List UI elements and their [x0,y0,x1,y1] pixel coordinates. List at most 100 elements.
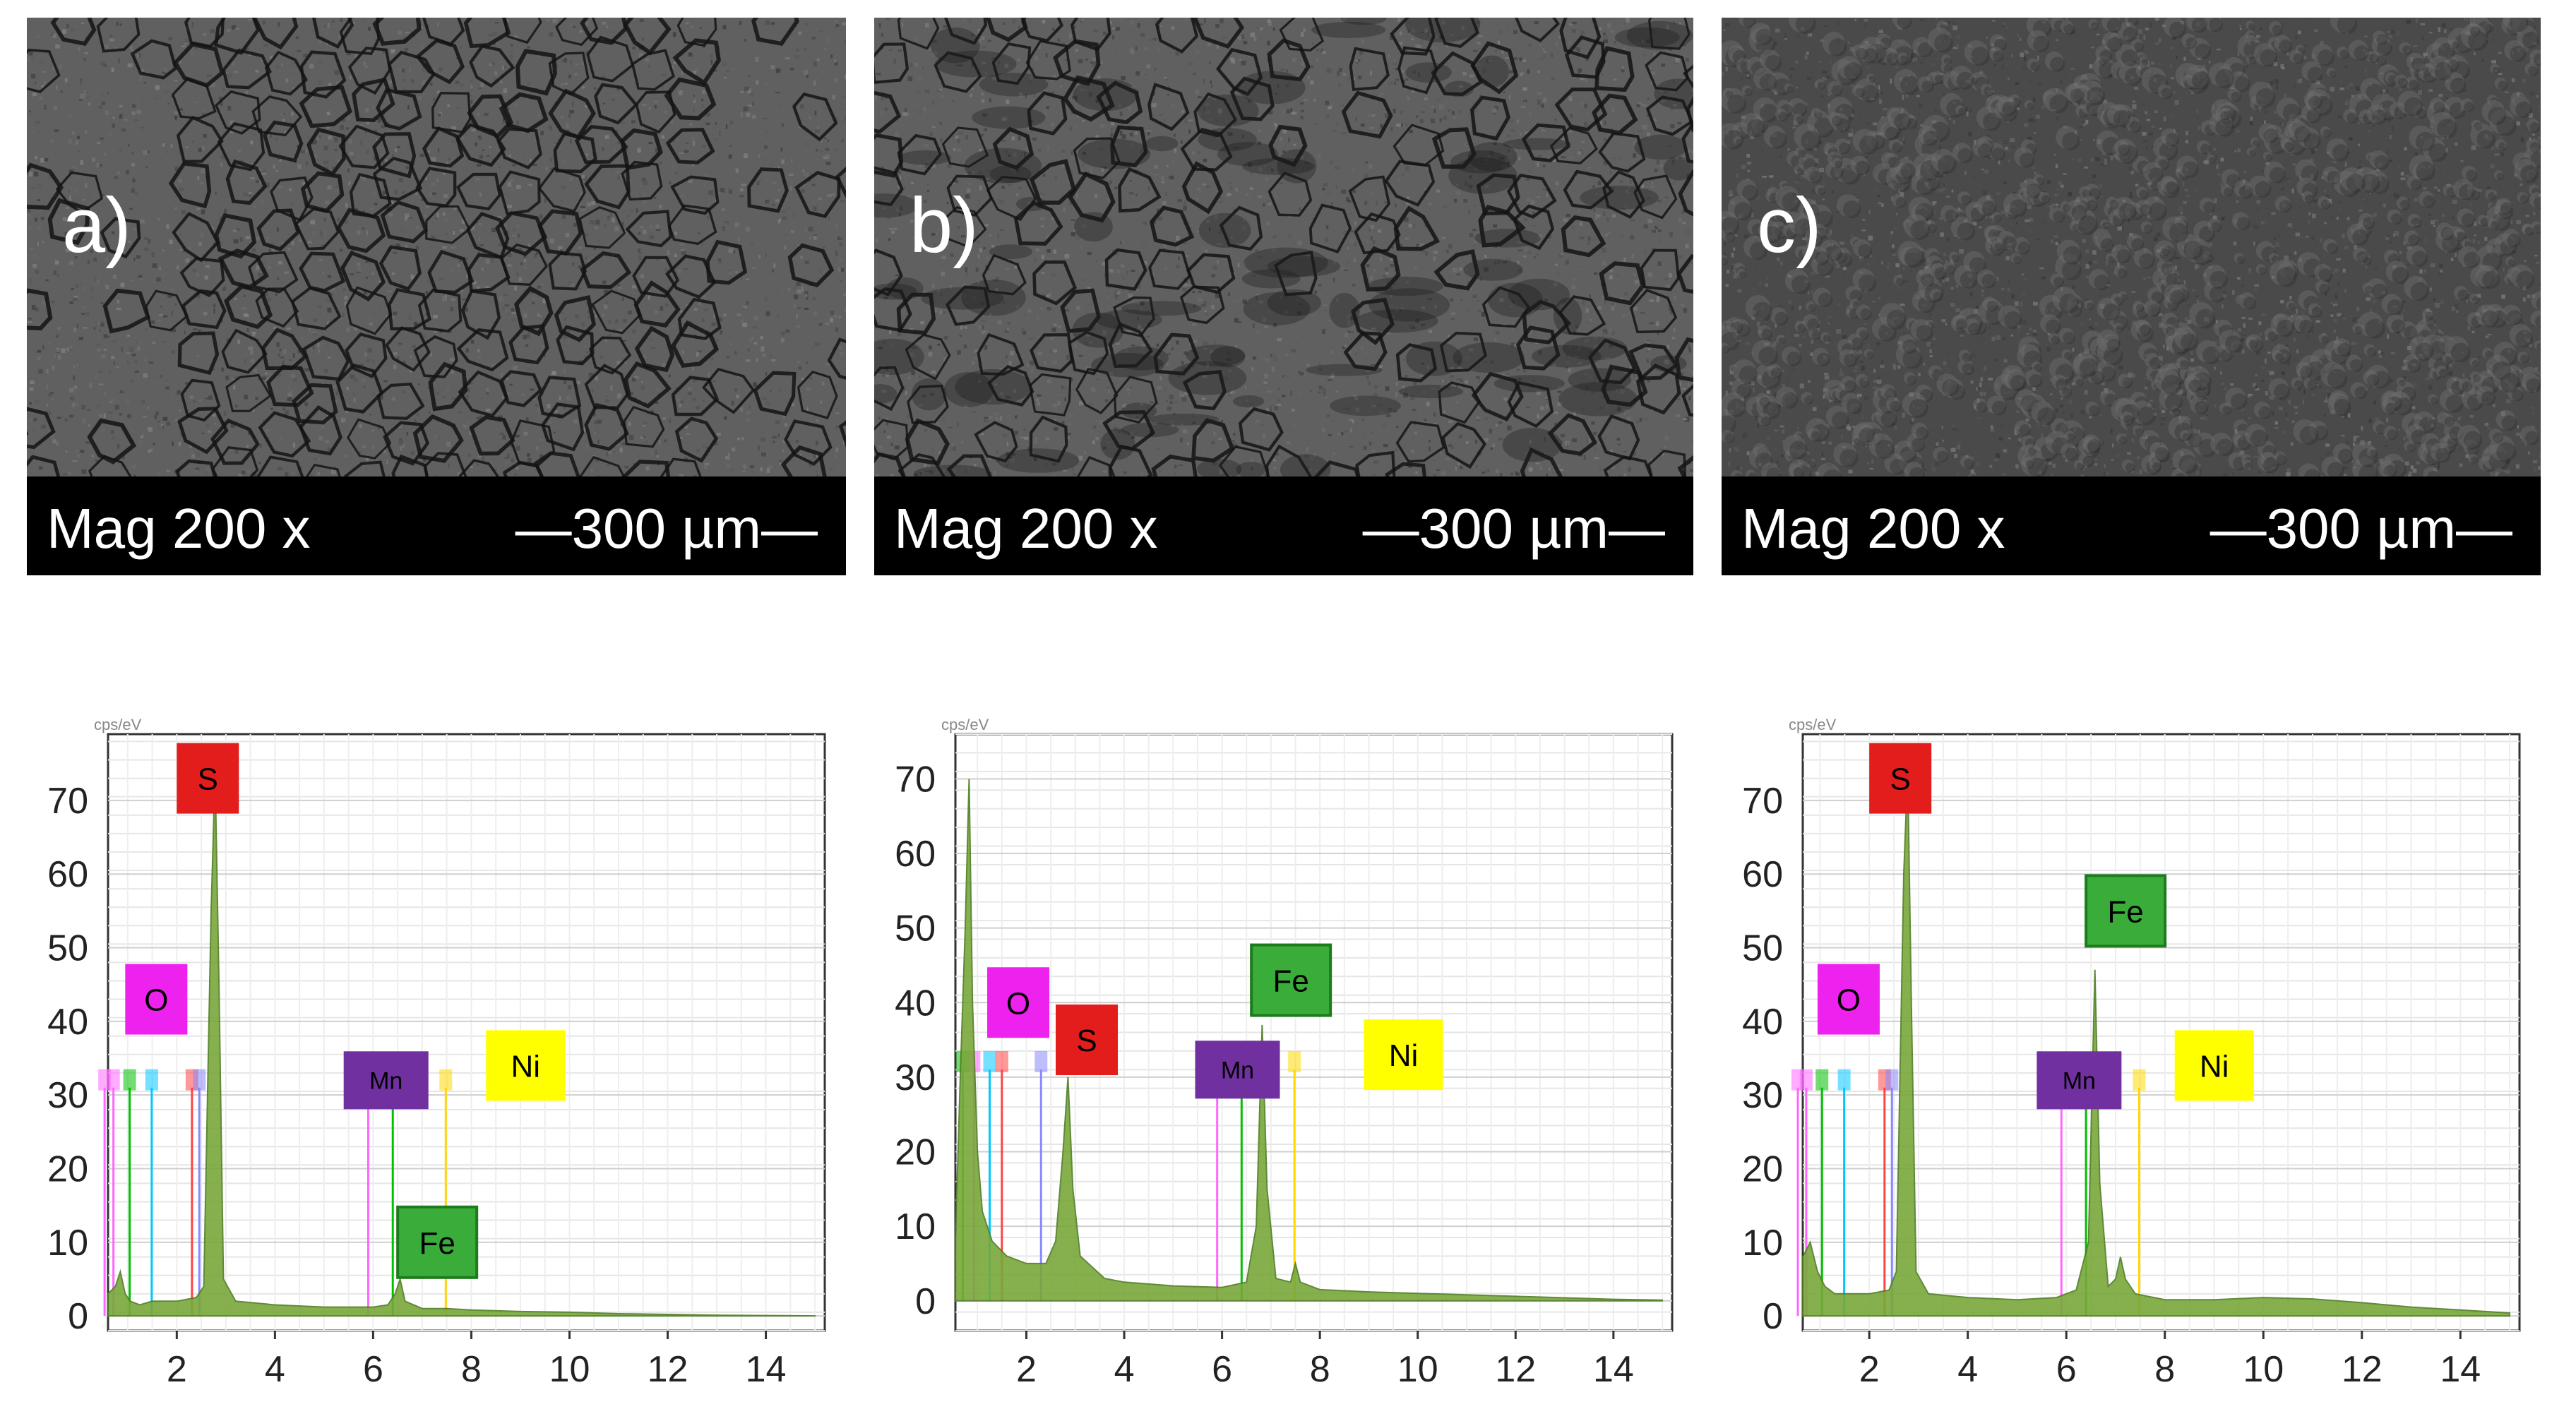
y-tick-label: 70 [895,759,936,800]
sem-image-c: c) Mag 200 x —300 µm— [1722,18,2541,575]
element-tag-label: Mn [2063,1067,2096,1094]
magnification-label: Mag 200 x [894,496,1158,561]
element-tag-label: Fe [2107,894,2143,929]
y-unit-label: cps/eV [941,716,989,733]
element-tag-fe: Fe [398,1207,477,1278]
x-tick-label: 4 [265,1349,285,1390]
y-unit-label: cps/eV [94,716,142,733]
sem-image-a: a) Mag 200 x —300 µm— [27,18,846,575]
element-line-marker [2133,1069,2145,1091]
element-line-marker [996,1051,1008,1072]
y-tick-label: 30 [1742,1075,1783,1116]
y-tick-label: 50 [47,928,88,969]
x-tick-label: 10 [549,1349,590,1390]
x-tick-label: 10 [1397,1349,1438,1390]
element-tag-mn: Mn [344,1051,429,1109]
x-tick-label: 14 [1593,1349,1634,1390]
element-tag-o: O [1818,964,1880,1035]
element-tag-label: S [1076,1024,1097,1058]
element-tag-ni: Ni [2175,1030,2254,1101]
element-line-marker [1034,1051,1047,1072]
y-tick-label: 40 [1742,1002,1783,1043]
element-line-marker [107,1069,120,1091]
y-tick-label: 30 [47,1075,88,1116]
y-tick-label: 50 [1742,928,1783,969]
element-tag-label: Ni [511,1049,541,1084]
panel-label: b) [910,187,979,265]
y-tick-label: 20 [895,1132,936,1173]
x-tick-label: 12 [1495,1349,1536,1390]
panel-label: a) [62,187,131,265]
element-tag-label: O [144,983,168,1018]
sem-texture [27,18,846,476]
element-line-marker [983,1051,996,1072]
x-tick-label: 8 [461,1349,482,1390]
x-tick-label: 8 [1310,1349,1330,1390]
x-tick-label: 14 [746,1349,787,1390]
scale-bar-label: —300 µm— [2210,496,2512,561]
scale-bar-label: —300 µm— [1363,496,1665,561]
y-tick-label: 40 [895,983,936,1024]
x-tick-label: 6 [363,1349,383,1390]
y-unit-label: cps/eV [1789,716,1837,733]
magnification-label: Mag 200 x [47,496,311,561]
x-tick-label: 14 [2440,1349,2481,1390]
element-tag-label: Fe [1272,964,1308,999]
sem-texture [874,18,1693,476]
element-tag-mn: Mn [2037,1051,2121,1109]
element-tag-label: Ni [2200,1049,2229,1084]
y-tick-label: 10 [895,1206,936,1247]
sem-texture [1722,18,2541,476]
y-tick-label: 40 [47,1002,88,1043]
element-tag-label: S [198,762,218,797]
x-tick-label: 8 [2154,1349,2175,1390]
element-tag-s: S [1056,1005,1118,1075]
scale-bar-label: —300 µm— [515,496,818,561]
sem-image-b: b) Mag 200 x —300 µm— [874,18,1693,575]
element-line-marker [1885,1069,1898,1091]
element-tag-s: S [1869,743,1931,814]
element-tag-label: Ni [1389,1038,1419,1073]
x-tick-label: 2 [1016,1349,1037,1390]
x-tick-label: 6 [1212,1349,1232,1390]
y-tick-label: 50 [895,909,936,949]
x-tick-label: 4 [1957,1349,1978,1390]
y-tick-label: 0 [68,1296,88,1337]
y-tick-label: 10 [1742,1223,1783,1264]
element-tag-fe: Fe [1251,945,1330,1016]
x-tick-label: 10 [2243,1349,2284,1390]
element-tag-label: Fe [419,1226,455,1261]
magnification-label: Mag 200 x [1741,496,2005,561]
x-tick-label: 6 [2056,1349,2077,1390]
sem-info-bar: Mag 200 x —300 µm— [1722,476,2541,575]
element-line-marker [193,1069,205,1091]
element-tag-o: O [987,967,1049,1038]
element-line-marker [1288,1051,1301,1072]
element-tag-label: S [1890,762,1910,797]
y-tick-label: 70 [47,781,88,822]
y-tick-label: 60 [47,854,88,895]
y-tick-label: 60 [1742,854,1783,895]
element-line-marker [1815,1069,1828,1091]
element-line-marker [145,1069,158,1091]
y-tick-label: 60 [895,834,936,875]
element-tag-fe: Fe [2086,875,2165,946]
x-tick-label: 12 [648,1349,688,1390]
element-tag-ni: Ni [1364,1019,1443,1090]
x-tick-label: 12 [2342,1349,2383,1390]
element-line-marker [1838,1069,1851,1091]
y-tick-label: 20 [1742,1149,1783,1189]
y-tick-label: 30 [895,1057,936,1098]
y-tick-label: 70 [1742,781,1783,822]
element-tag-o: O [125,964,187,1035]
element-line-marker [1800,1069,1813,1091]
element-tag-ni: Ni [486,1030,565,1101]
